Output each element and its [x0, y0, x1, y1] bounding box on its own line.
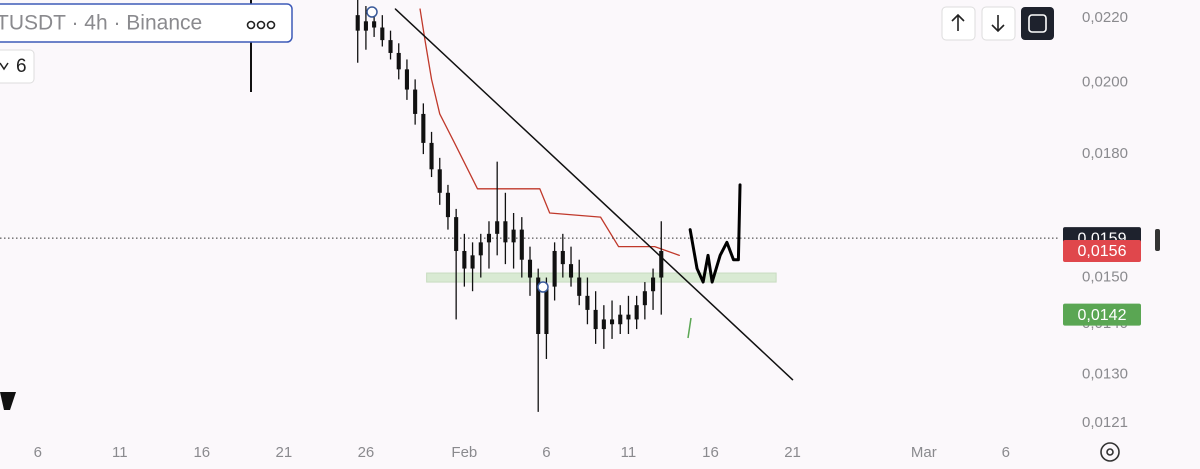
trend-line [394, 8, 794, 381]
candle-body [429, 142, 434, 170]
x-tick-label: 11 [621, 444, 637, 461]
fullscreen-icon [1028, 14, 1047, 33]
y-tick-label: 0,0121 [1082, 414, 1128, 431]
y-tick-label: 0,0220 [1082, 9, 1128, 26]
indicator-box[interactable] [0, 49, 35, 84]
candle-body [454, 217, 459, 251]
more-icon[interactable] [246, 20, 276, 30]
candle-body [642, 291, 647, 306]
x-tick-label: 21 [784, 444, 801, 461]
candle-body [396, 52, 401, 70]
price-badge [1063, 303, 1141, 326]
candle-body [634, 305, 639, 320]
x-tick-label: Mar [911, 444, 937, 461]
x-tick-label: 16 [702, 444, 719, 461]
candle-body [519, 229, 524, 260]
fullscreen-button[interactable] [1021, 7, 1054, 40]
candle-body [380, 27, 385, 41]
scroll-handle[interactable] [1155, 229, 1160, 251]
candle-body [552, 250, 557, 287]
candle-body [404, 69, 409, 90]
symbol-box[interactable] [0, 3, 293, 43]
candle-body [437, 169, 442, 193]
y-tick-label: 0,0200 [1082, 74, 1128, 91]
symbol-label: TUSDT · 4h · Binance [0, 12, 202, 35]
support-zone [426, 272, 777, 283]
price-badge-label: 0,0142 [1078, 307, 1127, 324]
candle-body [544, 286, 549, 334]
plot-area: 0,02200,02000,01800,01500,01400,01300,01… [0, 0, 1128, 461]
chevron-icon [0, 62, 9, 71]
candle-body [626, 314, 631, 320]
indicator-count: 6 [16, 56, 27, 77]
candle-body [577, 277, 582, 296]
candle-body [462, 250, 467, 269]
x-tick-label: 6 [1002, 444, 1010, 461]
candle-body [618, 314, 623, 325]
candle-body [651, 277, 656, 292]
x-tick-label: 6 [542, 444, 550, 461]
candle-body [659, 250, 664, 278]
projection-drawing [688, 183, 742, 284]
candle-body [445, 192, 451, 218]
settings-button[interactable] [1100, 442, 1120, 462]
candle-body [536, 277, 541, 334]
candle-body [585, 295, 590, 310]
candle-body [560, 250, 565, 265]
candle-body [363, 21, 368, 31]
down-icon [991, 15, 1005, 33]
candle-body [495, 221, 500, 234]
up-icon [951, 13, 965, 31]
trailing-stop-line [419, 8, 680, 256]
candle-body [421, 113, 426, 143]
candle-body [503, 221, 508, 243]
candle-body [372, 21, 377, 28]
candle-body [470, 255, 475, 269]
alert-marker[interactable] [537, 281, 549, 293]
x-tick-label: 16 [193, 444, 210, 461]
alert-marker[interactable] [366, 6, 378, 18]
candle-body [609, 319, 615, 325]
x-tick-label: 6 [34, 444, 42, 461]
candle-body [355, 15, 360, 31]
candle-body [527, 259, 533, 278]
candle-body [568, 264, 574, 278]
x-tick-label: 26 [358, 444, 375, 461]
candle-body [486, 233, 492, 243]
logo-fragment [0, 392, 16, 410]
x-tick-label: 11 [112, 444, 128, 461]
candle-body [413, 89, 418, 114]
y-tick-label: 0,0130 [1082, 365, 1128, 382]
candle-body [593, 309, 598, 330]
candle-body [511, 229, 516, 243]
price-badge-label: 0,0156 [1078, 243, 1127, 260]
x-tick-label: 21 [276, 444, 293, 461]
y-tick-label: 0,0180 [1082, 145, 1128, 162]
candle-body [388, 40, 393, 53]
drawing-stroke [687, 317, 692, 339]
y-tick-label: 0,0150 [1082, 269, 1128, 286]
candle-body [478, 242, 483, 256]
price-badge [1063, 239, 1141, 262]
x-tick-label: Feb [451, 444, 477, 461]
candle-body [601, 319, 606, 330]
